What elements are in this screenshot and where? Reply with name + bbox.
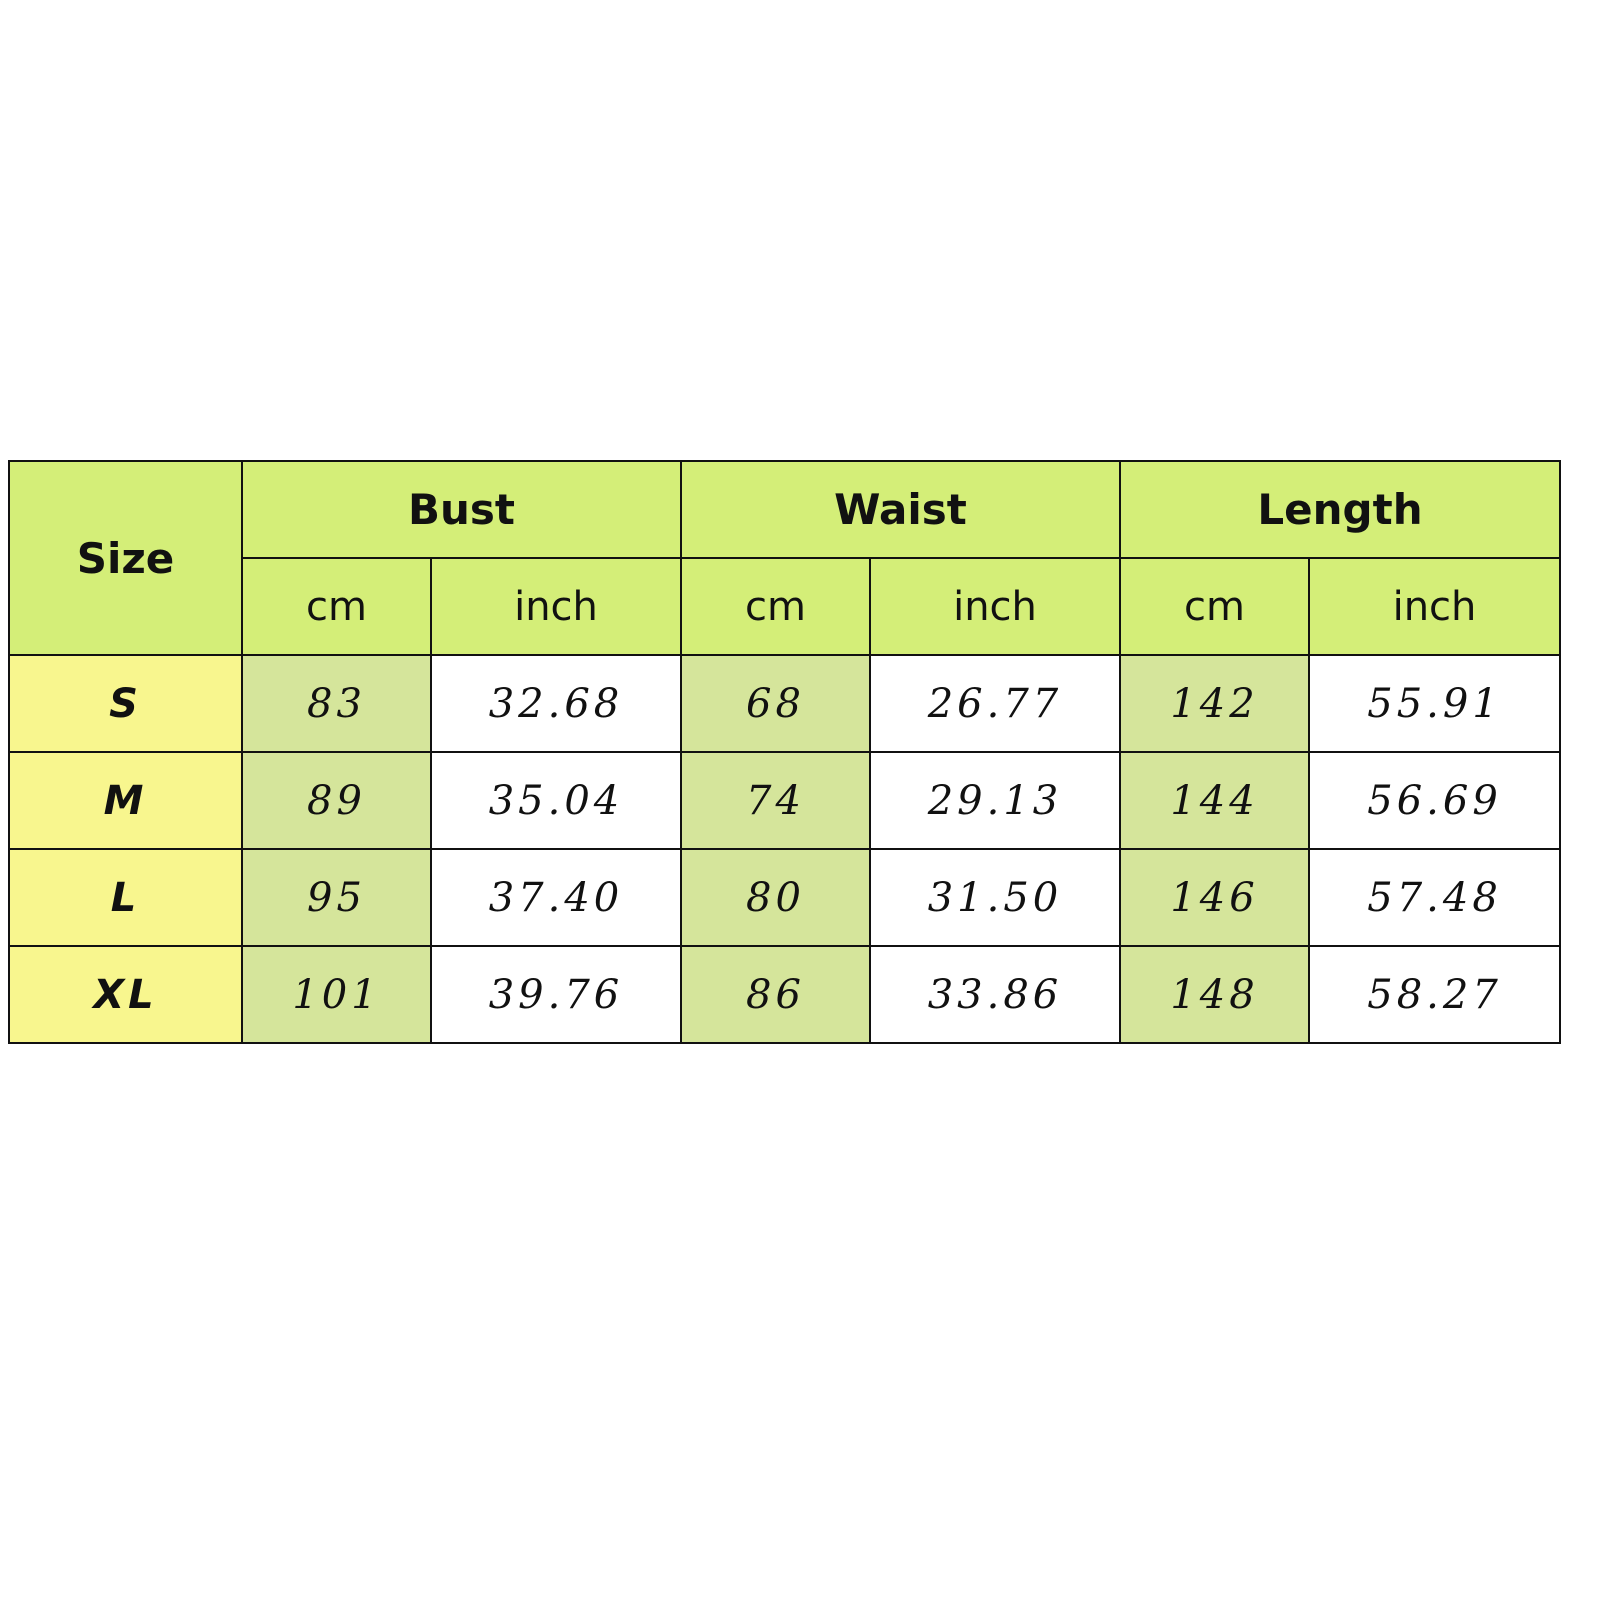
inch-value-cell: 31.50 [869, 848, 1121, 947]
inch-value-cell: 26.77 [869, 654, 1121, 753]
cm-value-cell: 86 [680, 945, 871, 1044]
cm-value-cell: 101 [241, 945, 432, 1044]
cm-value-cell: 83 [241, 654, 432, 753]
cm-value-cell: 142 [1119, 654, 1310, 753]
inch-value-cell: 37.40 [430, 848, 682, 947]
cm-value-cell: 68 [680, 654, 871, 753]
cm-value-cell: 80 [680, 848, 871, 947]
unit-header: inch [1307, 557, 1562, 656]
length-header: Length [1118, 460, 1562, 559]
inch-value-cell: 32.68 [430, 654, 682, 753]
inch-value-cell: 33.86 [869, 945, 1121, 1044]
cm-value-cell: 146 [1119, 848, 1310, 947]
inch-value-cell: 55.91 [1307, 654, 1562, 753]
table-row: L 95 37.40 80 31.50 146 57.48 [8, 848, 1562, 947]
inch-value-cell: 35.04 [430, 751, 682, 850]
size-cell: XL [8, 945, 243, 1044]
cm-value-cell: 148 [1119, 945, 1310, 1044]
unit-header: cm [680, 557, 871, 656]
unit-header: inch [869, 557, 1121, 656]
inch-value-cell: 39.76 [430, 945, 682, 1044]
cm-value-cell: 144 [1119, 751, 1310, 850]
waist-header: Waist [680, 460, 1121, 559]
table-row: M 89 35.04 74 29.13 144 56.69 [8, 751, 1562, 850]
inch-value-cell: 29.13 [869, 751, 1121, 850]
table-row: S 83 32.68 68 26.77 142 55.91 [8, 654, 1562, 753]
unit-header: cm [241, 557, 432, 656]
cm-value-cell: 74 [680, 751, 871, 850]
size-cell: S [8, 654, 243, 753]
unit-header: cm [1119, 557, 1310, 656]
size-chart-table: Size Bust Waist Length cm inch cm inch c… [8, 460, 1562, 1044]
header-row-groups: Size Bust Waist Length [8, 460, 1562, 656]
header-row-units: cm inch cm inch cm inch [9, 557, 1562, 656]
unit-header: inch [430, 557, 682, 656]
inch-value-cell: 56.69 [1307, 751, 1562, 850]
size-cell: M [8, 751, 243, 850]
size-header: Size [8, 460, 243, 656]
inch-value-cell: 57.48 [1307, 848, 1562, 947]
inch-value-cell: 58.27 [1307, 945, 1562, 1044]
size-cell: L [8, 848, 243, 947]
cm-value-cell: 95 [241, 848, 432, 947]
table-row: XL 101 39.76 86 33.86 148 58.27 [8, 945, 1562, 1044]
cm-value-cell: 89 [241, 751, 432, 850]
bust-header: Bust [241, 460, 682, 559]
